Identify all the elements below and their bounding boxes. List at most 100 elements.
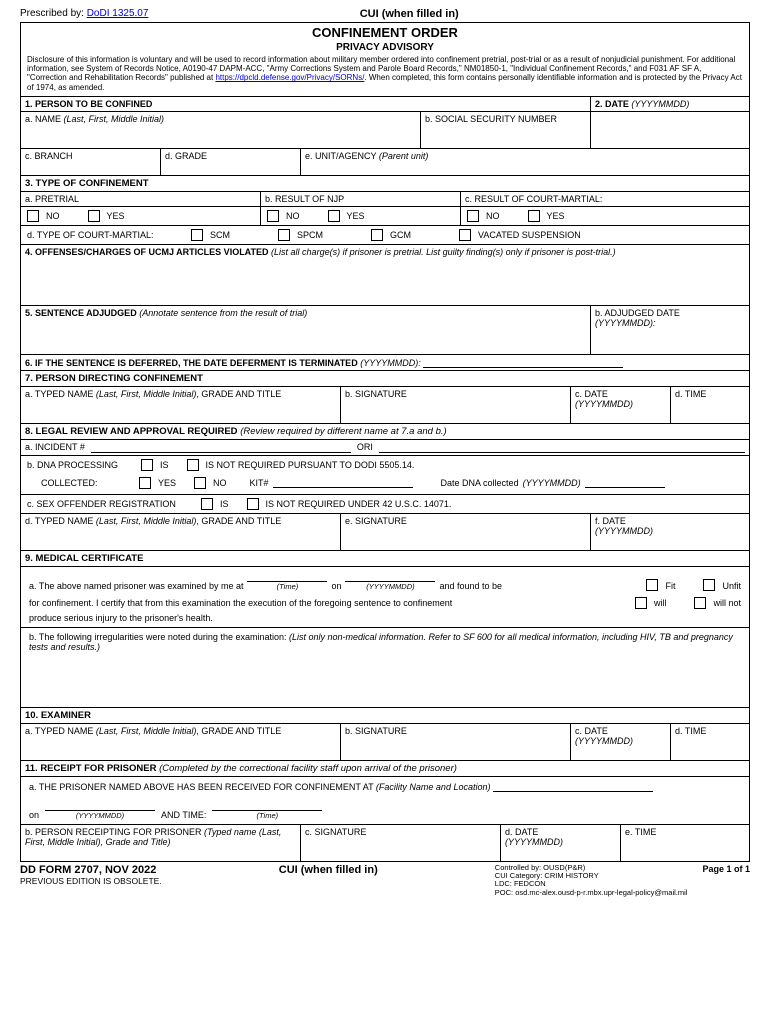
s9-a: a. The above named prisoner was examined…	[21, 566, 749, 627]
s6-cell: 6. IF THE SENTENCE IS DEFERRED, THE DATE…	[21, 355, 749, 370]
checkbox-pretrial-no[interactable]	[27, 210, 39, 222]
form-container: CONFINEMENT ORDER PRIVACY ADVISORY Discl…	[20, 22, 750, 862]
checkbox-vacated[interactable]	[459, 229, 471, 241]
footer-controls: Controlled by: OUSD(P&R) CUI Category: C…	[495, 864, 688, 897]
s8-head: 8. LEGAL REVIEW AND APPROVAL REQUIRED (R…	[21, 423, 749, 439]
s7-head: 7. PERSON DIRECTING CONFINEMENT	[21, 370, 749, 386]
s7-sig: b. SIGNATURE	[341, 387, 571, 423]
s11-on: on (YYYYMMDD) AND TIME: (Time)	[21, 796, 749, 824]
s3-njp: b. RESULT OF NJP	[261, 192, 461, 206]
s8-name: d. TYPED NAME (Last, First, Middle Initi…	[21, 514, 341, 550]
s8-ori-field[interactable]	[379, 442, 745, 453]
s2-date: 2. DATE (YYYYMMDD)	[591, 97, 749, 111]
s3-njp-checks: NO YES	[261, 207, 461, 225]
s10-row: a. TYPED NAME (Last, First, Middle Initi…	[21, 723, 749, 760]
s7-name: a. TYPED NAME (Last, First, Middle Initi…	[21, 387, 341, 423]
checkbox-sor-isnot[interactable]	[247, 498, 259, 510]
s11-b: b. PERSON RECEIPTING FOR PRISONER (Typed…	[21, 824, 749, 861]
s8-a: a. INCIDENT # ORI	[21, 439, 749, 455]
privacy-advisory: Disclosure of this information is volunt…	[21, 53, 749, 96]
checkbox-fit[interactable]	[646, 579, 658, 591]
s3-cmtype-label: d. TYPE OF COURT-MARTIAL:	[27, 230, 187, 240]
checkbox-gcm[interactable]	[371, 229, 383, 241]
s8-c: c. SEX OFFENDER REGISTRATION IS IS NOT R…	[21, 494, 749, 513]
s11-time-field[interactable]	[212, 800, 322, 811]
footer-cui: CUI (when filled in)	[279, 864, 378, 876]
checkbox-njp-no[interactable]	[267, 210, 279, 222]
s8-b1: b. DNA PROCESSING IS IS NOT REQUIRED PUR…	[21, 455, 749, 474]
footer: DD FORM 2707, NOV 2022 PREVIOUS EDITION …	[20, 864, 750, 897]
checkbox-will[interactable]	[635, 597, 647, 609]
s6: 6. IF THE SENTENCE IS DEFERRED, THE DATE…	[21, 354, 749, 370]
s6-field[interactable]	[423, 357, 623, 368]
s10-date: c. DATE(YYYYMMDD)	[571, 724, 671, 760]
s8-sig: e. SIGNATURE	[341, 514, 591, 550]
s9-a3: produce serious injury to the prisoner's…	[29, 613, 741, 623]
s3-head: 3. TYPE OF CONFINEMENT	[21, 175, 749, 191]
checkbox-pretrial-yes[interactable]	[88, 210, 100, 222]
s5-adj: b. ADJUDGED DATE(YYYYMMDD):	[591, 306, 749, 354]
s3-cm: c. RESULT OF COURT-MARTIAL:	[461, 192, 749, 206]
s8-date: f. DATE(YYYYMMDD)	[591, 514, 749, 550]
checkbox-cm-yes[interactable]	[528, 210, 540, 222]
prescribed-label: Prescribed by:	[20, 8, 84, 19]
s1-cde: c. BRANCH d. GRADE e. UNIT/AGENCY (Paren…	[21, 148, 749, 175]
s5: 5. SENTENCE ADJUDGED (Annotate sentence …	[21, 305, 749, 354]
s11-sig: c. SIGNATURE	[301, 825, 501, 861]
s8-kit-field[interactable]	[273, 477, 413, 488]
checkbox-dna-is[interactable]	[141, 459, 153, 471]
s11-a: a. THE PRISONER NAMED ABOVE HAS BEEN REC…	[21, 776, 749, 796]
s7-time: d. TIME	[671, 387, 749, 423]
s11-facility-field[interactable]	[493, 781, 653, 792]
s3-cm-checks: NO YES	[461, 207, 749, 225]
checkbox-unfit[interactable]	[703, 579, 715, 591]
s8-incident: a. INCIDENT # ORI	[21, 440, 749, 455]
s8-datedna-field[interactable]	[585, 477, 665, 488]
s3-d: d. TYPE OF COURT-MARTIAL: SCM SPCM GCM V…	[21, 225, 749, 244]
footer-obsolete: PREVIOUS EDITION IS OBSOLETE.	[20, 876, 162, 886]
checkbox-collected-yes[interactable]	[139, 477, 151, 489]
checkbox-willnot[interactable]	[694, 597, 706, 609]
s8-b2: COLLECTED: YES NO KIT# Date DNA collecte…	[21, 474, 749, 494]
checkbox-scm[interactable]	[191, 229, 203, 241]
s7-date: c. DATE(YYYYMMDD)	[571, 387, 671, 423]
s10-time: d. TIME	[671, 724, 749, 760]
s10-sig: b. SIGNATURE	[341, 724, 571, 760]
footer-form: DD FORM 2707, NOV 2022	[20, 864, 162, 876]
s7-row: a. TYPED NAME (Last, First, Middle Initi…	[21, 386, 749, 423]
s5-main[interactable]: 5. SENTENCE ADJUDGED (Annotate sentence …	[21, 306, 591, 354]
s11-date-field[interactable]	[45, 800, 155, 811]
prescribed-link[interactable]: DoDI 1325.07	[87, 8, 149, 19]
footer-page: Page 1 of 1	[702, 864, 750, 897]
s4: 4. OFFENSES/CHARGES OF UCMJ ARTICLES VIO…	[21, 244, 749, 305]
s8-d: d. TYPED NAME (Last, First, Middle Initi…	[21, 513, 749, 550]
checkbox-njp-yes[interactable]	[328, 210, 340, 222]
s11-b-name: b. PERSON RECEIPTING FOR PRISONER (Typed…	[21, 825, 301, 861]
s9-time-field[interactable]	[247, 571, 327, 582]
checkbox-cm-no[interactable]	[467, 210, 479, 222]
s11-date: d. DATE(YYYYMMDD)	[501, 825, 621, 861]
privacy-link[interactable]: https://dpcld.defense.gov/Privacy/SORNs/	[215, 73, 364, 82]
s4-cell[interactable]: 4. OFFENSES/CHARGES OF UCMJ ARTICLES VIO…	[21, 245, 749, 305]
s3-abc-labels: a. PRETRIAL b. RESULT OF NJP c. RESULT O…	[21, 191, 749, 206]
s2-date-field[interactable]	[591, 112, 749, 148]
s1-unit: e. UNIT/AGENCY (Parent unit)	[301, 149, 749, 175]
s1-ssn: b. SOCIAL SECURITY NUMBER	[421, 112, 591, 148]
checkbox-sor-is[interactable]	[201, 498, 213, 510]
checkbox-dna-isnot[interactable]	[187, 459, 199, 471]
s9-date-field[interactable]	[345, 571, 435, 582]
s1-name: a. NAME (Last, First, Middle Initial)	[21, 112, 421, 148]
s1-name-ssn: a. NAME (Last, First, Middle Initial) b.…	[21, 111, 749, 148]
s11-head: 11. RECEIPT FOR PRISONER (Completed by t…	[21, 760, 749, 776]
checkbox-spcm[interactable]	[278, 229, 290, 241]
s9-head: 9. MEDICAL CERTIFICATE	[21, 550, 749, 566]
s8-incident-field[interactable]	[91, 442, 351, 453]
s3-pretrial-checks: NO YES	[21, 207, 261, 225]
s11-time: e. TIME	[621, 825, 749, 861]
checkbox-collected-no[interactable]	[194, 477, 206, 489]
section-1-2-head: 1. PERSON TO BE CONFINED 2. DATE (YYYYMM…	[21, 96, 749, 111]
s1-head: 1. PERSON TO BE CONFINED	[21, 97, 591, 111]
s1-branch: c. BRANCH	[21, 149, 161, 175]
s9-b[interactable]: b. The following irregularities were not…	[21, 627, 749, 707]
s10-name: a. TYPED NAME (Last, First, Middle Initi…	[21, 724, 341, 760]
